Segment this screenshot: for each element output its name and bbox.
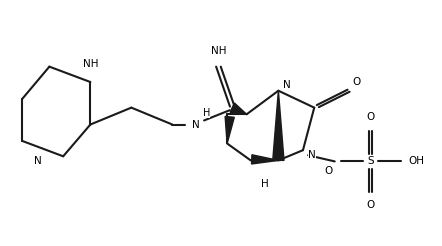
Text: NH: NH bbox=[211, 46, 226, 56]
Text: N: N bbox=[34, 156, 42, 167]
Text: NH: NH bbox=[83, 59, 98, 69]
Text: O: O bbox=[324, 166, 333, 176]
Text: N: N bbox=[308, 150, 316, 160]
Text: N: N bbox=[191, 120, 199, 130]
Text: N: N bbox=[283, 79, 291, 90]
Text: H: H bbox=[261, 180, 268, 189]
Polygon shape bbox=[230, 103, 247, 114]
Polygon shape bbox=[251, 155, 278, 164]
Text: O: O bbox=[366, 112, 375, 122]
Polygon shape bbox=[273, 91, 284, 160]
Text: OH: OH bbox=[409, 156, 425, 167]
Text: S: S bbox=[367, 156, 374, 167]
Text: H: H bbox=[203, 108, 210, 118]
Text: O: O bbox=[352, 77, 360, 87]
Text: O: O bbox=[366, 200, 375, 211]
Polygon shape bbox=[225, 116, 234, 143]
